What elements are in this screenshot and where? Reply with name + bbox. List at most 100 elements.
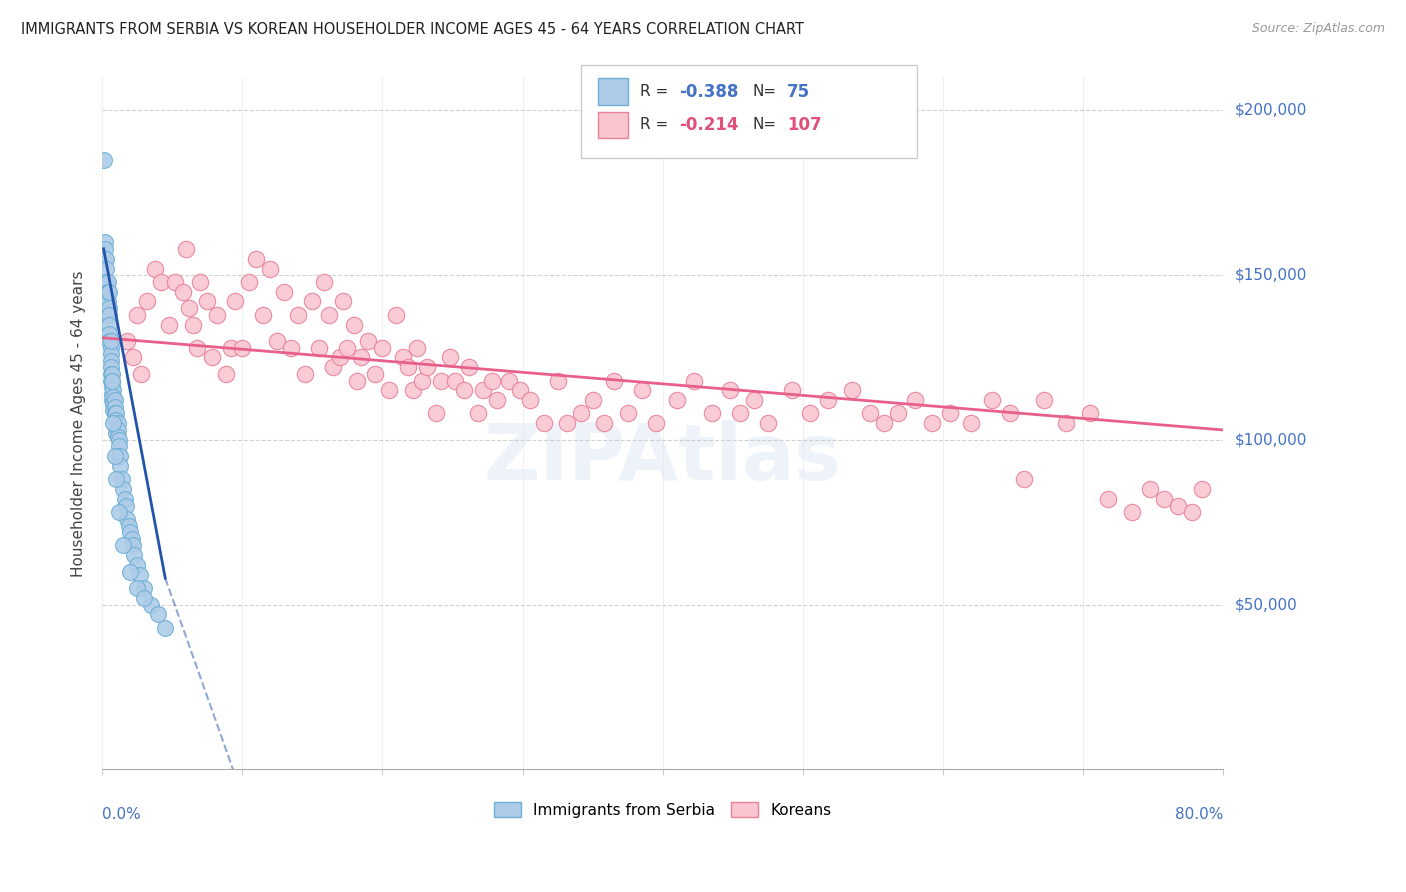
- Point: [101, 380, 124, 394]
- Text: R =: R =: [640, 118, 673, 132]
- Point: [742, 393, 765, 408]
- Point: [444, 374, 467, 388]
- Point: [571, 407, 593, 421]
- Point: [1167, 499, 1189, 513]
- Text: ZIPAtlas: ZIPAtlas: [484, 420, 842, 496]
- Point: [108, 433, 131, 447]
- Point: [104, 393, 127, 408]
- Point: [174, 242, 197, 256]
- Point: [200, 351, 222, 365]
- Point: [385, 308, 408, 322]
- Point: [439, 351, 461, 365]
- Point: [105, 407, 128, 421]
- Point: [101, 374, 124, 388]
- Point: [1181, 505, 1204, 519]
- Point: [155, 621, 177, 635]
- Point: [105, 413, 128, 427]
- Point: [118, 518, 141, 533]
- Point: [921, 417, 943, 431]
- Point: [904, 393, 927, 408]
- Point: [129, 568, 152, 582]
- Point: [425, 407, 447, 421]
- Point: [96, 261, 118, 276]
- Point: [117, 334, 139, 348]
- Text: $150,000: $150,000: [1234, 268, 1306, 283]
- Point: [100, 374, 122, 388]
- Point: [1153, 492, 1175, 507]
- Point: [100, 347, 122, 361]
- Point: [108, 450, 131, 464]
- Point: [329, 351, 352, 365]
- Point: [141, 598, 163, 612]
- Point: [252, 308, 274, 322]
- Point: [294, 367, 316, 381]
- Point: [392, 351, 415, 365]
- Point: [96, 275, 118, 289]
- Point: [148, 607, 170, 622]
- Text: -0.388: -0.388: [679, 83, 738, 101]
- Point: [94, 242, 117, 256]
- Point: [101, 367, 124, 381]
- Point: [134, 591, 156, 605]
- Point: [101, 393, 124, 408]
- Point: [378, 384, 401, 398]
- Point: [100, 367, 122, 381]
- Point: [94, 235, 117, 249]
- Point: [112, 483, 135, 497]
- Point: [1054, 417, 1077, 431]
- Point: [103, 390, 125, 404]
- Point: [93, 153, 115, 167]
- Text: 0.0%: 0.0%: [103, 807, 141, 822]
- Point: [371, 341, 394, 355]
- Point: [616, 407, 638, 421]
- Point: [728, 407, 751, 421]
- Point: [150, 275, 173, 289]
- Point: [111, 472, 134, 486]
- Point: [644, 417, 666, 431]
- Point: [104, 413, 127, 427]
- Point: [1191, 483, 1213, 497]
- Point: [214, 367, 236, 381]
- Point: [308, 341, 330, 355]
- Point: [107, 423, 129, 437]
- Point: [780, 384, 803, 398]
- Point: [981, 393, 1004, 408]
- Point: [472, 384, 495, 398]
- Point: [245, 252, 267, 266]
- Point: [346, 374, 368, 388]
- Point: [486, 393, 509, 408]
- Point: [756, 417, 779, 431]
- Point: [411, 374, 433, 388]
- Y-axis label: Householder Income Ages 45 - 64 years: Householder Income Ages 45 - 64 years: [72, 270, 86, 576]
- Point: [799, 407, 821, 421]
- Point: [96, 285, 118, 299]
- Point: [181, 318, 204, 332]
- Point: [322, 360, 344, 375]
- Point: [101, 374, 124, 388]
- Point: [273, 285, 295, 299]
- Point: [318, 308, 340, 322]
- Point: [402, 384, 425, 398]
- Point: [718, 384, 741, 398]
- Point: [131, 367, 153, 381]
- Point: [332, 294, 354, 309]
- Point: [682, 374, 704, 388]
- Text: 107: 107: [787, 116, 823, 134]
- Point: [120, 565, 142, 579]
- Point: [887, 407, 910, 421]
- Point: [120, 525, 142, 540]
- Point: [498, 374, 520, 388]
- Point: [841, 384, 863, 398]
- Point: [312, 275, 335, 289]
- Text: -0.214: -0.214: [679, 116, 738, 134]
- Point: [97, 285, 120, 299]
- Point: [96, 252, 118, 266]
- Point: [458, 360, 481, 375]
- Point: [533, 417, 555, 431]
- Point: [1078, 407, 1101, 421]
- Text: $50,000: $50,000: [1234, 597, 1296, 612]
- Point: [205, 308, 228, 322]
- Point: [127, 308, 149, 322]
- Point: [467, 407, 489, 421]
- Point: [581, 393, 603, 408]
